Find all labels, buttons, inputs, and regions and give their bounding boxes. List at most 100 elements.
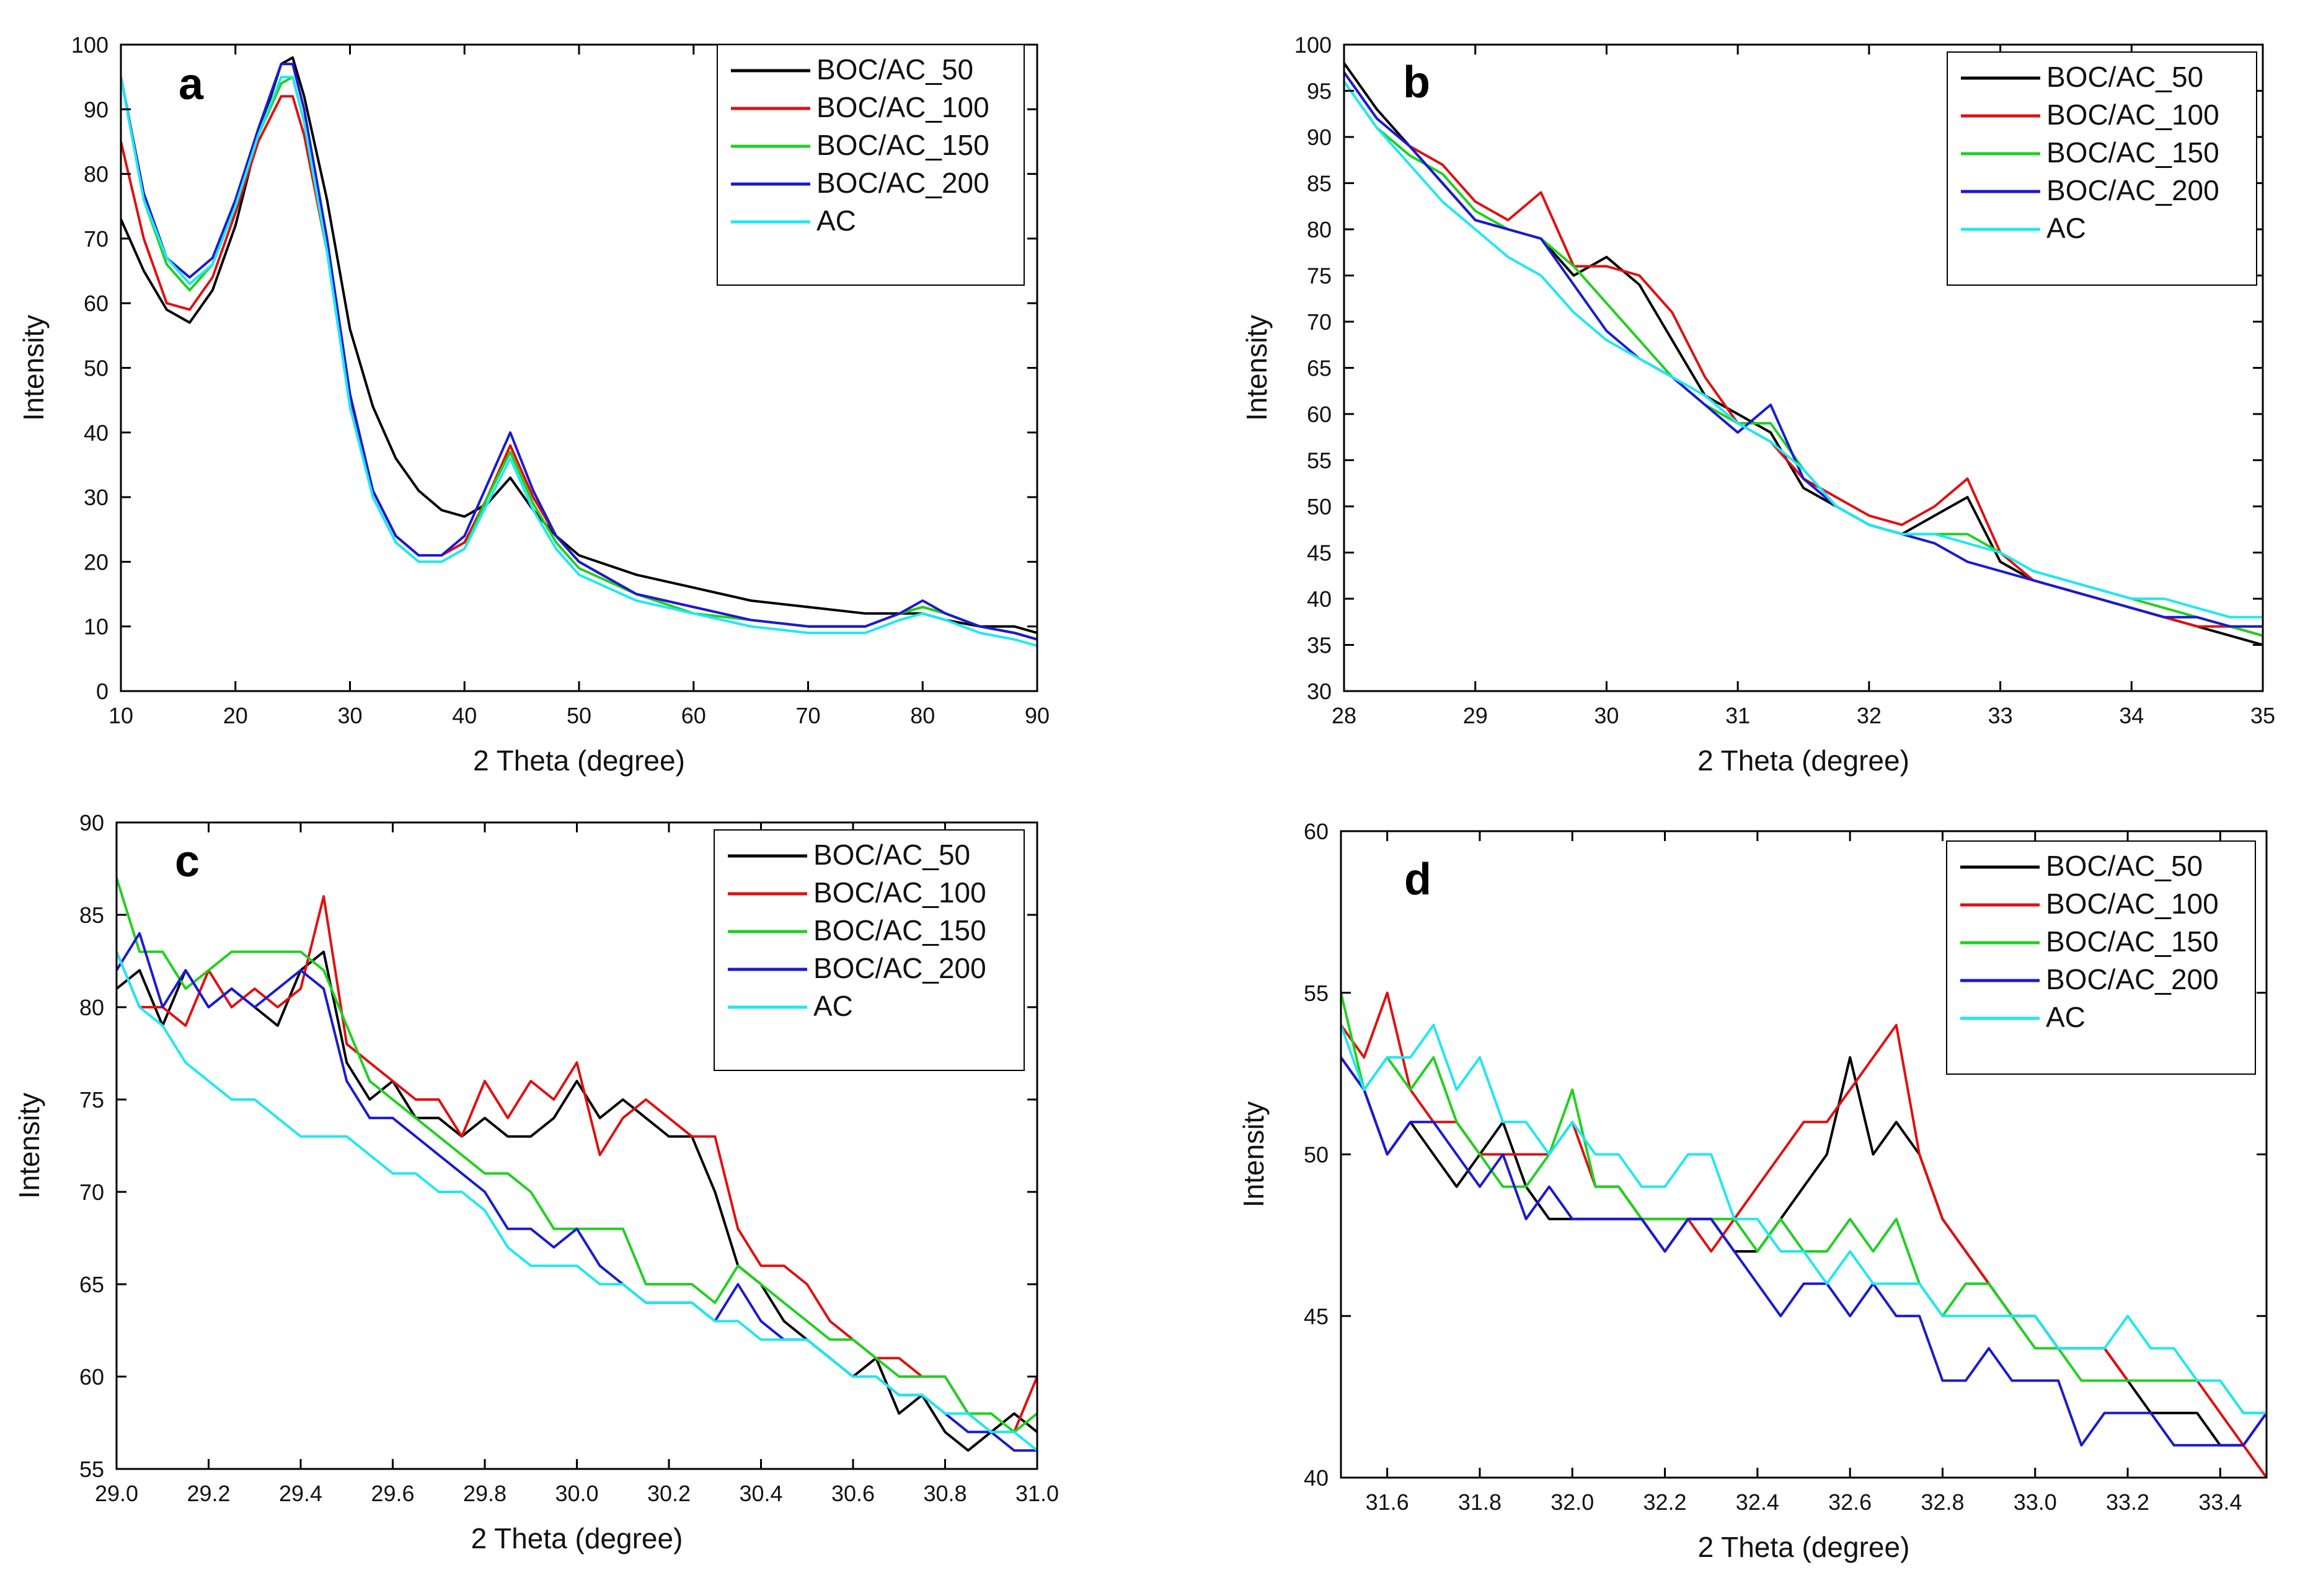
- y-tick-label: 45: [1307, 540, 1332, 566]
- x-axis-title: 2 Theta (degree): [1698, 1531, 1910, 1563]
- chart-a: 10 20 30 40 50 60 70 80 900102030405060708090100…: [17, 32, 1050, 777]
- y-tick-label: 70: [84, 226, 108, 252]
- y-tick-label: 75: [79, 1087, 104, 1113]
- x-tick-label: 33: [1988, 703, 2013, 728]
- y-tick-label: 85: [1307, 171, 1332, 196]
- y-tick-label: 40: [1307, 586, 1332, 612]
- y-axis-title: Intensity: [13, 1093, 45, 1199]
- x-axis-title: 2 Theta (degree): [473, 744, 685, 777]
- x-tick-label: 20: [223, 703, 248, 728]
- panel-label: d: [1404, 855, 1431, 904]
- legend-box: [1946, 840, 2256, 1075]
- y-tick-label: 40: [1304, 1465, 1329, 1491]
- legend: BOC/AC_50 BOC/AC_100 BOC/AC_150 BOC/AC_200 A…: [717, 44, 1025, 286]
- y-tick-label: 0: [96, 679, 108, 704]
- legend-box: [714, 829, 1025, 1071]
- y-tick-label: 90: [79, 810, 104, 835]
- y-tick-label: 50: [1307, 494, 1332, 519]
- x-tick-label: 34: [2119, 703, 2144, 728]
- y-tick-label: 80: [1307, 217, 1332, 242]
- x-tick-label: 29.8: [463, 1481, 506, 1506]
- x-tick-label: 30.0: [555, 1481, 598, 1506]
- x-tick-label: 30.6: [831, 1481, 875, 1506]
- legend-label: BOC/AC_100: [2046, 99, 2219, 131]
- x-axis-title: 2 Theta (degree): [471, 1522, 683, 1554]
- legend: BOC/AC_50 BOC/AC_100 BOC/AC_150 BOC/AC_200 A…: [1946, 840, 2256, 1075]
- y-axis-title: Intensity: [17, 315, 50, 421]
- series-line-boc-ac-100: [1341, 991, 2267, 1478]
- legend-label: BOC/AC_100: [2046, 888, 2219, 920]
- y-tick-label: 45: [1304, 1303, 1329, 1329]
- legend-label: BOC/AC_50: [816, 53, 973, 86]
- series-line-boc-ac-200: [1341, 1056, 2267, 1447]
- y-tick-label: 50: [1304, 1142, 1329, 1168]
- y-tick-label: 50: [84, 356, 108, 381]
- y-tick-label: 60: [1307, 402, 1332, 427]
- legend: BOC/AC_50 BOC/AC_100 BOC/AC_150 BOC/AC_200 A…: [714, 829, 1025, 1071]
- y-tick-label: 35: [1307, 633, 1332, 658]
- panel-d: 31.6 31.8 32.0 32.2 32.4 32.6 32.8 33.0 33.2 33.4…: [1150, 798, 2300, 1596]
- series-line-boc-ac-50: [121, 56, 1037, 635]
- chart-d: 31.6 31.8 32.0 32.2 32.4 32.6 32.8 33.0 33.2 33.4…: [1237, 819, 2268, 1563]
- series-line-boc-ac-200: [121, 63, 1037, 641]
- legend-label: BOC/AC_150: [2046, 925, 2219, 958]
- series-line-boc-ac-200: [1344, 71, 2263, 628]
- panel-label: b: [1403, 58, 1430, 107]
- series-group: [1341, 991, 2267, 1478]
- panel-b: 28 29 30 31 32 33 34 35 30 35 40 45 50 55 60 65 70 75 80 85…: [1150, 0, 2300, 798]
- legend-label: BOC/AC_100: [816, 91, 989, 123]
- y-tick-label: 100: [1294, 32, 1332, 58]
- series-line-ac: [1341, 1023, 2267, 1414]
- y-tick-label: 30: [84, 485, 108, 510]
- y-tick-label: 80: [84, 162, 108, 187]
- y-tick-label: 20: [84, 549, 108, 575]
- legend-label: BOC/AC_50: [2046, 61, 2203, 93]
- y-tick-label: 95: [1307, 79, 1332, 104]
- y-tick-label: 10: [84, 614, 108, 640]
- x-tick-label: 32.2: [1643, 1489, 1687, 1515]
- x-tick-label: 90: [1025, 703, 1050, 728]
- x-tick-label: 29: [1463, 703, 1488, 728]
- x-tick-label: 30: [337, 703, 362, 728]
- series-line-ac: [117, 951, 1037, 1452]
- series-group: [121, 56, 1037, 647]
- x-tick-label: 80: [910, 703, 935, 728]
- series-line-ac: [1344, 81, 2263, 619]
- x-tick-label: 31.0: [1015, 1481, 1059, 1506]
- x-tick-label: 31.6: [1366, 1489, 1409, 1515]
- y-axis-title: Intensity: [1241, 315, 1273, 421]
- series-line-boc-ac-50: [117, 950, 1037, 1452]
- x-tick-label: 35: [2250, 703, 2275, 728]
- x-tick-label: 33.0: [2014, 1489, 2057, 1515]
- y-tick-label: 85: [79, 902, 104, 928]
- x-tick-label: 33.4: [2198, 1489, 2242, 1515]
- y-tick-label: 55: [1307, 448, 1332, 474]
- x-tick-label: 29.4: [279, 1481, 322, 1506]
- legend-label: BOC/AC_200: [813, 952, 986, 984]
- legend-box: [717, 44, 1025, 286]
- panel-label: c: [175, 837, 200, 886]
- y-tick-label: 75: [1307, 263, 1332, 289]
- y-tick-label: 70: [1307, 309, 1332, 335]
- x-tick-label: 40: [452, 703, 477, 728]
- legend-label: BOC/AC_200: [816, 167, 989, 199]
- y-tick-label: 100: [71, 32, 108, 58]
- y-axis-title: Intensity: [1237, 1101, 1270, 1207]
- panel-c: 29.0 29.2 29.4 29.6 29.8 30.0 30.2 30.4 30.6 30.8…: [0, 798, 1150, 1596]
- x-tick-label: 32.4: [1736, 1489, 1779, 1515]
- series-group: [1344, 62, 2263, 646]
- x-tick-label: 29.2: [187, 1481, 230, 1506]
- y-tick-label: 65: [79, 1272, 104, 1297]
- y-tick-label: 80: [79, 995, 104, 1020]
- x-tick-label: 31: [1725, 703, 1750, 728]
- y-tick-label: 70: [79, 1179, 104, 1205]
- legend-label: AC: [2046, 1001, 2085, 1033]
- series-line-boc-ac-100: [117, 895, 1037, 1434]
- chart-b: 28 29 30 31 32 33 34 35 30 35 40 45 50 55 60 65 70 75 80 85…: [1241, 32, 2275, 777]
- chart-c: 29.0 29.2 29.4 29.6 29.8 30.0 30.2 30.4 30.6 30.8…: [13, 810, 1059, 1554]
- series-line-ac: [121, 76, 1037, 647]
- legend-label: AC: [813, 990, 853, 1022]
- y-tick-label: 40: [84, 420, 108, 446]
- x-tick-label: 32.6: [1828, 1489, 1872, 1515]
- x-tick-label: 32: [1857, 703, 1882, 728]
